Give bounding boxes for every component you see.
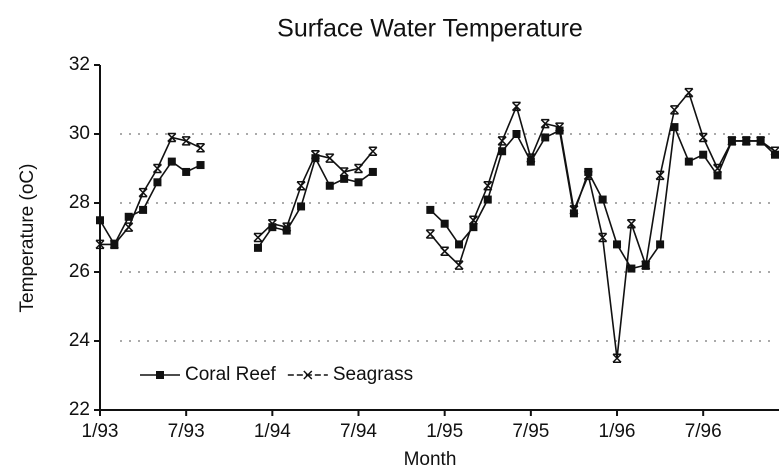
legend-label: Coral Reef bbox=[185, 364, 277, 385]
marker bbox=[109, 239, 119, 250]
marker bbox=[167, 157, 176, 166]
marker bbox=[139, 205, 148, 214]
marker bbox=[656, 240, 665, 249]
marker bbox=[167, 132, 177, 143]
marker bbox=[325, 153, 335, 163]
marker bbox=[612, 353, 622, 363]
marker bbox=[124, 212, 133, 221]
marker bbox=[282, 222, 292, 232]
marker bbox=[626, 218, 636, 229]
x-tick-label: 1/95 bbox=[426, 421, 463, 442]
marker bbox=[468, 215, 478, 225]
marker bbox=[181, 136, 191, 146]
y-tick-label: 26 bbox=[69, 261, 90, 282]
marker bbox=[340, 174, 349, 183]
chart-title: Surface Water Temperature bbox=[277, 15, 583, 43]
marker bbox=[483, 195, 492, 204]
x-tick-label: 7/96 bbox=[685, 421, 722, 442]
marker bbox=[138, 187, 148, 198]
marker bbox=[555, 122, 565, 132]
y-tick-label: 30 bbox=[69, 123, 90, 144]
marker bbox=[613, 240, 622, 249]
marker bbox=[196, 143, 206, 153]
marker bbox=[124, 222, 134, 232]
marker bbox=[540, 118, 550, 129]
marker bbox=[368, 146, 378, 156]
y-axis-label: Temperature (oC) bbox=[17, 164, 38, 313]
x-tick-label: 7/95 bbox=[512, 421, 549, 442]
marker bbox=[541, 133, 550, 142]
y-tick-label: 22 bbox=[69, 399, 90, 420]
marker bbox=[526, 153, 536, 163]
x-tick-label: 7/94 bbox=[340, 421, 377, 442]
marker bbox=[96, 216, 104, 225]
legend-marker bbox=[156, 371, 164, 379]
marker bbox=[152, 163, 162, 174]
marker bbox=[669, 105, 679, 115]
marker bbox=[498, 147, 507, 156]
marker bbox=[598, 232, 608, 243]
marker bbox=[253, 232, 263, 243]
marker bbox=[497, 136, 507, 146]
marker bbox=[253, 243, 262, 252]
marker bbox=[440, 219, 449, 228]
marker bbox=[627, 264, 636, 273]
marker bbox=[713, 163, 723, 174]
marker bbox=[713, 171, 722, 180]
marker bbox=[339, 167, 349, 177]
marker bbox=[469, 223, 478, 232]
marker bbox=[354, 178, 363, 187]
marker bbox=[325, 181, 334, 190]
marker bbox=[512, 130, 521, 138]
marker bbox=[655, 170, 665, 181]
marker bbox=[684, 87, 694, 98]
y-tick-label: 24 bbox=[69, 330, 91, 351]
legend-marker bbox=[303, 370, 313, 380]
legend-label: Seagrass bbox=[333, 364, 413, 385]
marker bbox=[670, 123, 679, 132]
marker bbox=[698, 132, 708, 143]
marker bbox=[425, 229, 435, 239]
marker bbox=[699, 150, 708, 159]
marker bbox=[426, 205, 435, 214]
x-tick-label: 1/96 bbox=[599, 421, 636, 442]
marker bbox=[569, 205, 579, 215]
marker bbox=[297, 202, 306, 211]
marker bbox=[310, 149, 320, 160]
marker bbox=[641, 260, 651, 270]
marker bbox=[454, 260, 464, 270]
x-tick-label: 1/93 bbox=[82, 421, 119, 442]
marker bbox=[756, 136, 766, 146]
marker bbox=[741, 136, 751, 146]
marker bbox=[727, 136, 737, 146]
marker bbox=[353, 163, 364, 174]
y-tick-label: 28 bbox=[69, 192, 90, 213]
marker bbox=[153, 178, 162, 187]
x-axis-label: Month bbox=[404, 449, 457, 470]
marker bbox=[440, 246, 450, 257]
marker bbox=[770, 146, 779, 156]
marker bbox=[511, 101, 522, 112]
marker bbox=[583, 170, 593, 181]
marker bbox=[483, 181, 493, 191]
marker bbox=[684, 157, 693, 166]
marker bbox=[598, 195, 607, 204]
marker bbox=[455, 240, 464, 249]
marker bbox=[95, 239, 105, 250]
marker bbox=[182, 167, 191, 176]
y-tick-label: 32 bbox=[69, 54, 90, 75]
x-tick-label: 7/93 bbox=[168, 421, 205, 442]
marker bbox=[196, 161, 205, 170]
marker bbox=[267, 218, 277, 229]
marker bbox=[296, 181, 306, 191]
x-tick-label: 1/94 bbox=[254, 421, 291, 442]
marker bbox=[368, 167, 377, 176]
